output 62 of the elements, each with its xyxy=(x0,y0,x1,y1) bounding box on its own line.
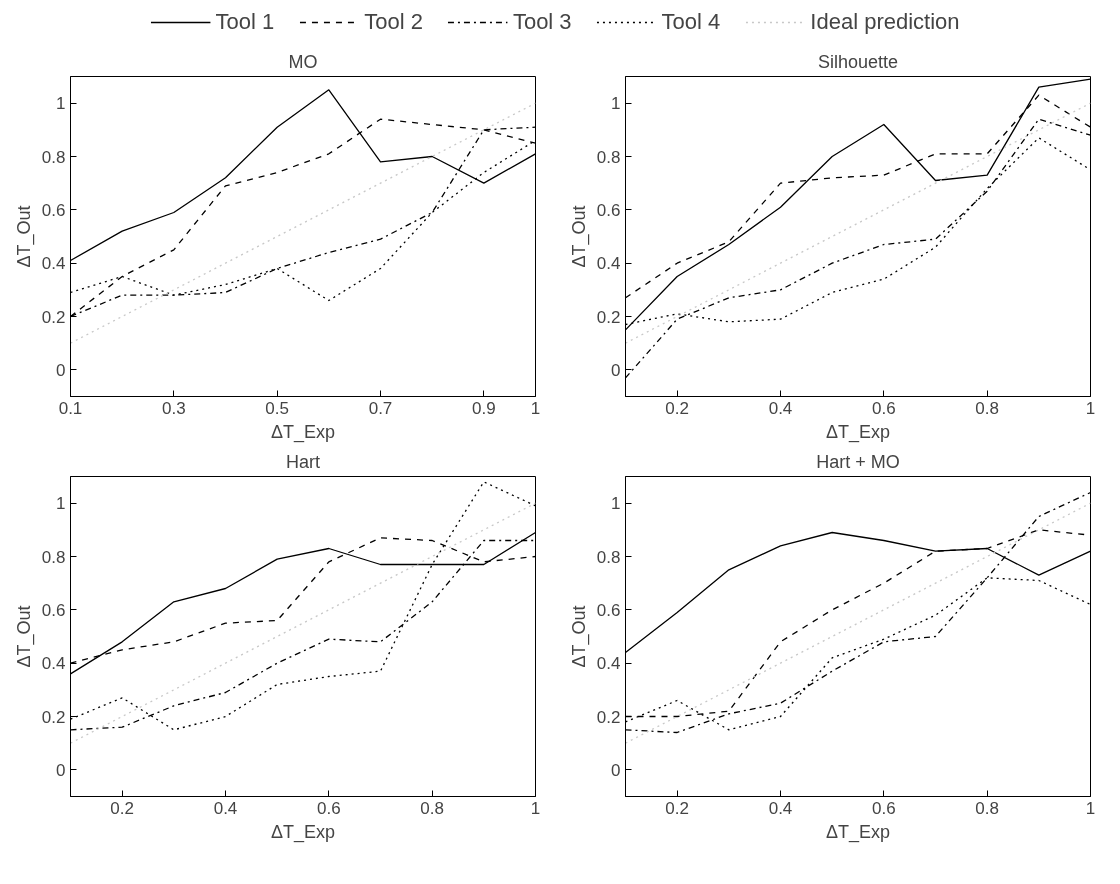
x-tick-label: 0.4 xyxy=(768,798,793,818)
x-tick-label: 0.6 xyxy=(872,798,896,818)
legend-label: Tool 1 xyxy=(215,9,275,35)
x-axis-title: ΔT_Exp xyxy=(270,821,336,843)
chart-title: Silhouette xyxy=(817,51,899,72)
x-axis-title: ΔT_Exp xyxy=(825,421,891,443)
y-tick-label: 0.6 xyxy=(596,600,621,620)
y-axis-title: ΔT_Out xyxy=(13,205,35,268)
x-tick-label: 1 xyxy=(1085,798,1096,818)
x-tick-label: 0.1 xyxy=(58,398,83,418)
x-tick-label: 0.8 xyxy=(420,798,444,818)
y-tick-label: 0.4 xyxy=(596,254,621,274)
y-tick-label: 1 xyxy=(56,94,66,114)
x-axis-title: ΔT_Exp xyxy=(270,421,336,443)
x-tick-label: 1 xyxy=(1085,398,1096,418)
y-tick-label: 0.2 xyxy=(41,307,66,327)
x-tick-label: 0.9 xyxy=(472,398,496,418)
y-axis-title: ΔT_Out xyxy=(568,205,590,268)
y-tick-label: 0.6 xyxy=(41,600,66,620)
legend-label: Tool 2 xyxy=(364,9,423,35)
x-axis-title: ΔT_Exp xyxy=(825,821,891,843)
x-tick-label: 1 xyxy=(530,398,541,418)
legend-label: Tool 4 xyxy=(661,9,721,35)
x-tick-label: 0.2 xyxy=(110,798,134,818)
y-tick-label: 1 xyxy=(56,494,66,514)
y-tick-label: 0.2 xyxy=(596,307,621,327)
legend-label: Tool 3 xyxy=(512,9,572,35)
x-tick-label: 0.6 xyxy=(317,798,341,818)
x-tick-label: 0.6 xyxy=(872,398,896,418)
y-tick-label: 0.4 xyxy=(41,654,66,674)
y-tick-label: 0.6 xyxy=(41,200,66,220)
y-tick-label: 0.2 xyxy=(41,707,66,727)
chart-title: Hart + MO xyxy=(816,451,900,472)
y-tick-label: 0.8 xyxy=(41,547,66,567)
legend-label: Ideal prediction xyxy=(810,9,960,35)
y-tick-label: 0 xyxy=(56,760,66,780)
y-tick-label: 1 xyxy=(611,494,621,514)
y-tick-label: 0.4 xyxy=(596,654,621,674)
x-tick-label: 0.8 xyxy=(975,398,999,418)
y-tick-label: 0.8 xyxy=(596,547,621,567)
y-axis-title: ΔT_Out xyxy=(13,605,35,668)
x-tick-label: 0.2 xyxy=(665,398,689,418)
y-tick-label: 0.8 xyxy=(596,147,621,167)
x-tick-label: 0.8 xyxy=(975,798,999,818)
x-tick-label: 1 xyxy=(530,798,541,818)
y-tick-label: 0.2 xyxy=(596,707,621,727)
y-tick-label: 0 xyxy=(611,360,621,380)
x-tick-label: 0.7 xyxy=(368,398,393,418)
x-tick-label: 0.4 xyxy=(213,798,238,818)
chart-title: Hart xyxy=(286,451,321,472)
y-tick-label: 0 xyxy=(56,360,66,380)
x-tick-label: 0.2 xyxy=(665,798,689,818)
y-tick-label: 0.4 xyxy=(41,254,66,274)
y-tick-label: 0 xyxy=(611,760,621,780)
x-tick-label: 0.4 xyxy=(768,398,793,418)
chart-title: MO xyxy=(288,51,318,72)
y-axis-title: ΔT_Out xyxy=(568,605,590,668)
x-tick-label: 0.3 xyxy=(162,398,186,418)
y-tick-label: 1 xyxy=(611,94,621,114)
y-tick-label: 0.6 xyxy=(596,200,621,220)
x-tick-label: 0.5 xyxy=(265,398,289,418)
y-tick-label: 0.8 xyxy=(41,147,66,167)
